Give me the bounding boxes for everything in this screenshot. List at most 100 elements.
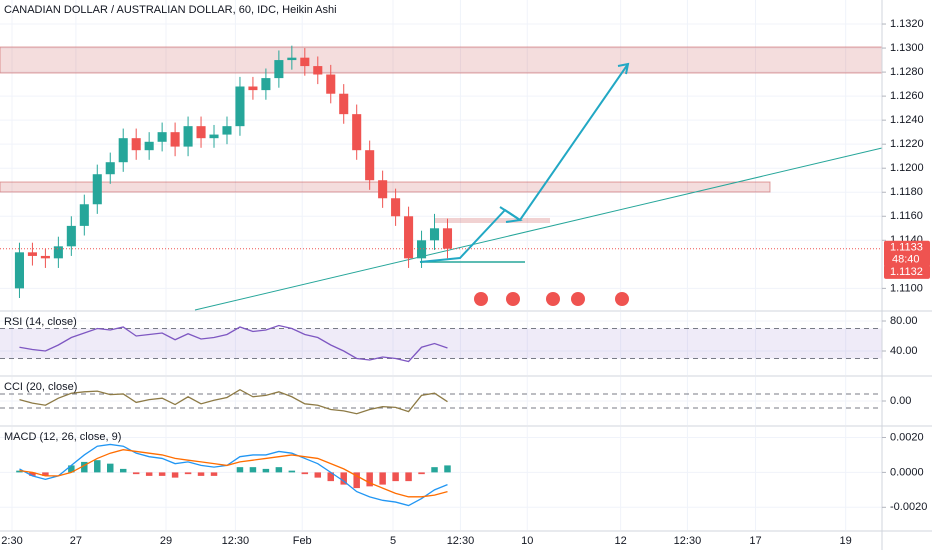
chart-title: CANADIAN DOLLAR / AUSTRALIAN DOLLAR, 60,… xyxy=(4,4,337,16)
event-icon[interactable] xyxy=(546,292,560,306)
candle-body xyxy=(92,174,102,205)
candle-body xyxy=(14,252,24,289)
histogram-bar xyxy=(418,472,425,475)
candle-body xyxy=(378,180,388,199)
histogram-bar xyxy=(81,461,88,473)
y-tick-label: 1.1260 xyxy=(890,90,924,102)
pane-title: MACD (12, 26, close, 9) xyxy=(4,431,121,443)
candle-body xyxy=(66,225,76,247)
histogram-bar xyxy=(42,472,49,476)
grid xyxy=(0,0,932,530)
histogram-bar xyxy=(366,472,373,487)
histogram-bar xyxy=(107,463,114,473)
candle-body xyxy=(300,57,310,67)
histogram-bar xyxy=(16,470,23,473)
candle-body xyxy=(209,134,219,139)
histogram-bar xyxy=(132,472,140,475)
histogram-bar xyxy=(301,472,309,475)
candle-body xyxy=(105,162,115,175)
candle-body xyxy=(118,138,128,163)
y-tick-label: 1.1280 xyxy=(890,66,924,78)
marks xyxy=(0,45,882,507)
x-tick-label: 27 xyxy=(70,535,82,547)
resistance-zone xyxy=(0,46,883,74)
small-zone xyxy=(435,218,550,223)
candle-body xyxy=(417,240,427,259)
x-tick-label: 17 xyxy=(749,535,761,547)
histogram-bar xyxy=(236,467,244,473)
candle-body xyxy=(261,78,271,91)
indicator-line xyxy=(19,388,448,415)
candle-body xyxy=(196,126,206,139)
pane-title: RSI (14, close) xyxy=(4,316,77,328)
candle-body xyxy=(235,86,245,127)
candle-body xyxy=(391,198,401,217)
histogram-bar xyxy=(145,472,153,476)
trend-line xyxy=(194,147,883,311)
x-tick-label: Feb xyxy=(293,535,312,547)
candle-body xyxy=(40,255,50,259)
x-tick-label: 12 xyxy=(615,535,627,547)
price-label-box xyxy=(884,264,930,279)
candle-body xyxy=(313,66,323,75)
event-icon[interactable] xyxy=(474,292,488,306)
price-label-box xyxy=(884,240,930,267)
candle-body xyxy=(248,86,258,91)
y-tick-label: 0.0020 xyxy=(890,431,924,443)
y-tick-label: 40.00 xyxy=(890,345,918,357)
y-tick-label: 1.1240 xyxy=(890,114,924,126)
histogram-bar xyxy=(210,472,218,476)
candle-body xyxy=(326,74,336,94)
histogram-bar xyxy=(314,472,322,478)
histogram-bar xyxy=(158,472,166,476)
candle-body xyxy=(287,57,297,61)
candle-body xyxy=(157,132,167,142)
histogram-bar xyxy=(184,472,192,475)
histogram-bar xyxy=(431,467,438,473)
candle-body xyxy=(222,126,232,135)
y-tick-label: 1.1180 xyxy=(890,186,923,198)
y-tick-label: 1.1100 xyxy=(890,282,923,294)
histogram-bar xyxy=(275,467,283,473)
candle-body xyxy=(79,204,89,226)
histogram-bar xyxy=(119,468,127,473)
y-tick-label: 0.0000 xyxy=(890,466,924,478)
candle-body xyxy=(442,228,453,249)
y-tick-label: 1.1200 xyxy=(890,162,924,174)
event-icon[interactable] xyxy=(506,292,520,306)
histogram-bar xyxy=(68,465,75,473)
candle-body xyxy=(131,138,141,151)
histogram-bar xyxy=(288,470,296,473)
x-tick-label: 19 xyxy=(840,535,852,547)
y-tick-label: 1.1320 xyxy=(890,18,924,30)
histogram-bar xyxy=(327,472,334,482)
histogram-bar xyxy=(262,468,270,473)
candle-body xyxy=(183,126,193,147)
y-tick-label: -0.0020 xyxy=(890,501,927,513)
histogram-bar xyxy=(353,472,360,489)
candle-body xyxy=(274,60,284,79)
histogram-bar xyxy=(197,472,205,476)
event-icon[interactable] xyxy=(571,292,585,306)
y-tick-label: 1.1300 xyxy=(890,42,924,54)
x-tick-label: 12:30 xyxy=(447,535,475,547)
candle-body xyxy=(352,114,362,151)
x-tick-label: 12:30 xyxy=(222,535,250,547)
histogram-bar xyxy=(94,460,101,473)
x-tick-label: 2:30 xyxy=(1,535,22,547)
event-icon[interactable] xyxy=(615,292,629,306)
candle-body xyxy=(170,132,180,147)
countdown: 48:40 xyxy=(892,254,920,266)
histogram-bar xyxy=(171,472,179,478)
x-tick-label: 5 xyxy=(390,535,396,547)
histogram-bar xyxy=(29,472,36,476)
candle-body xyxy=(144,141,154,151)
y-tick-label: 80.00 xyxy=(890,315,918,327)
candle-body xyxy=(53,246,63,259)
band-fill xyxy=(0,328,882,359)
candle-body xyxy=(27,252,37,256)
candle-body xyxy=(365,150,375,181)
macd-line xyxy=(19,449,448,498)
price-label: 1.1133 xyxy=(890,242,923,254)
